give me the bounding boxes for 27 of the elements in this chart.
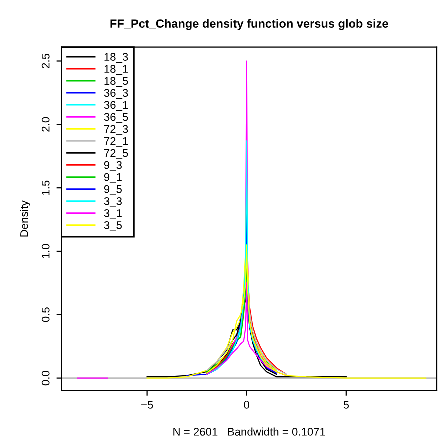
x-axis-title: N = 2601 Bandwidth = 0.1071 — [174, 428, 326, 436]
legend-label: 3_5 — [104, 221, 122, 232]
x-tick-label: 5 — [344, 401, 350, 409]
legend-label: 18_5 — [104, 77, 128, 88]
legend-label: 18_3 — [104, 53, 128, 64]
x-tick-label: −5 — [142, 401, 154, 409]
legend-label: 36_5 — [104, 113, 128, 124]
legend-label: 9_3 — [104, 161, 122, 172]
y-tick-label: 1.5 — [42, 180, 50, 195]
chart-title: FF_Pct_Change density function versus glob size — [110, 19, 388, 30]
legend-label: 72_1 — [104, 137, 128, 148]
y-tick-label: 1.0 — [42, 244, 50, 258]
legend-label: 3_1 — [104, 209, 122, 220]
legend-label: 72_5 — [104, 149, 128, 160]
y-tick-label: 0.0 — [42, 371, 50, 386]
x-tick-label: 0 — [244, 401, 250, 409]
y-tick-label: 0.5 — [42, 308, 50, 322]
y-axis-title: Density — [20, 200, 31, 237]
y-tick-label: 2.0 — [42, 117, 50, 132]
legend-label: 3_3 — [104, 197, 122, 208]
legend-label: 9_5 — [104, 185, 122, 196]
legend-label: 18_1 — [104, 65, 128, 76]
legend-label: 72_3 — [104, 125, 128, 136]
y-tick-label: 2.5 — [42, 54, 50, 68]
legend-label: 36_3 — [104, 89, 128, 100]
legend-label: 36_1 — [104, 101, 128, 112]
legend-label: 9_1 — [104, 173, 122, 184]
